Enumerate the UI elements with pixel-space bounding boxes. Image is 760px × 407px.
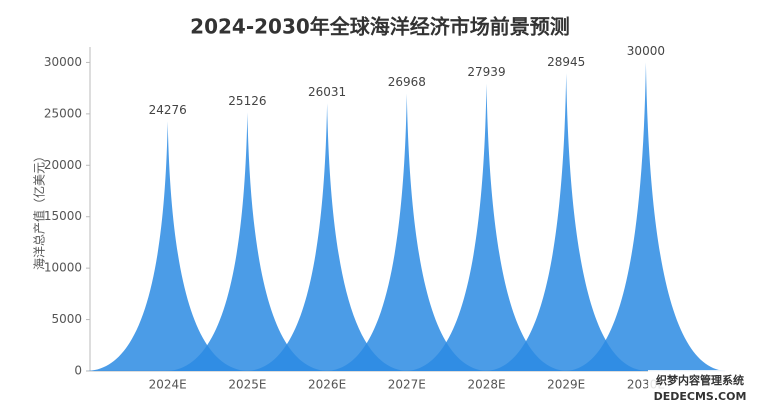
x-tick-label: 2027E	[388, 378, 426, 392]
y-tick-label: 20000	[44, 158, 82, 172]
spike	[404, 83, 569, 371]
chart-title: 2024-2030年全球海洋经济市场前景预测	[190, 15, 570, 39]
y-tick-label: 10000	[44, 261, 82, 275]
y-tick-label: 25000	[44, 106, 82, 120]
watermark: DEDECMS.COM	[654, 390, 747, 403]
y-tick-label: 5000	[51, 312, 82, 326]
x-tick-label: 2024E	[149, 378, 187, 392]
spike	[484, 73, 649, 371]
y-axis-label: 海洋总产值（亿美元）	[32, 150, 47, 270]
value-label: 26968	[388, 75, 426, 89]
x-tick-label: 2026E	[308, 378, 346, 392]
value-label: 30000	[627, 44, 665, 58]
spike	[85, 121, 250, 371]
x-tick-label: 2029E	[547, 378, 585, 392]
spike	[165, 112, 330, 371]
watermark: 织梦内容管理系统	[656, 373, 744, 387]
value-label: 28945	[547, 55, 585, 69]
value-label: 25126	[228, 94, 266, 108]
spike	[324, 93, 489, 371]
spike	[245, 103, 410, 372]
y-tick-label: 30000	[44, 55, 82, 69]
x-tick-label: 2025E	[228, 378, 266, 392]
x-tick-label: 2028E	[467, 378, 505, 392]
value-label: 26031	[308, 85, 346, 99]
watermark-bg	[648, 370, 760, 407]
y-tick-label: 0	[74, 364, 82, 378]
y-tick-label: 15000	[44, 209, 82, 223]
value-label: 27939	[467, 65, 505, 79]
value-label: 24276	[149, 103, 187, 117]
spike	[563, 62, 728, 372]
